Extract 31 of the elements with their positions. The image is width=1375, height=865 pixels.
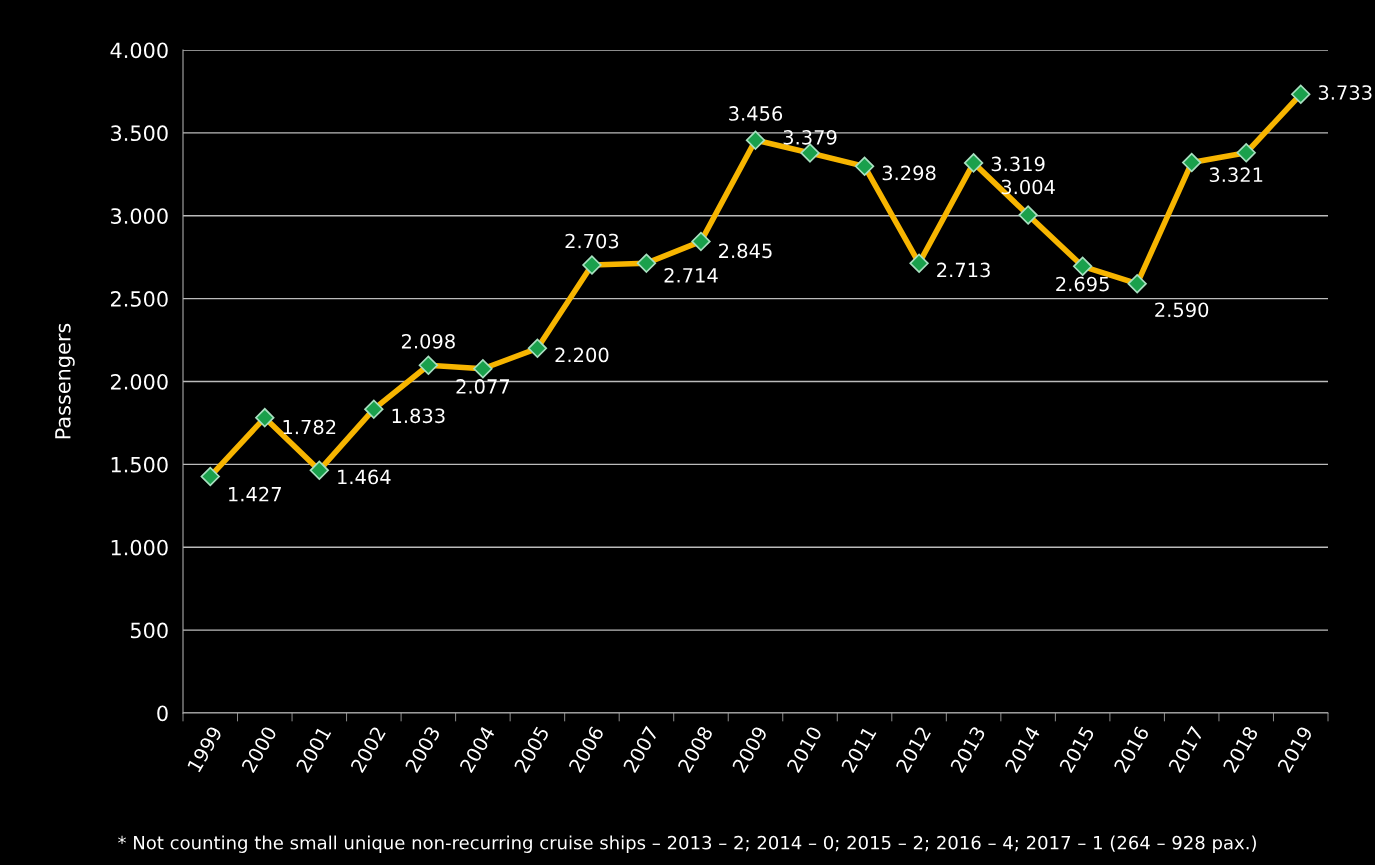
data-label: 2.713 [937,262,990,278]
y-axis-title: Passengers [55,323,75,439]
data-label: 2.590 [1155,302,1209,318]
data-label: 2.077 [456,379,510,394]
data-label: 2.703 [565,233,619,249]
data-label: 1.427 [229,486,281,502]
y-tick-label: 3.000 [111,208,168,224]
data-label: 3.004 [1001,179,1055,195]
y-tick-label: 2.000 [111,373,168,390]
y-tick-label: 0 [157,705,168,722]
y-tick-label: 1.500 [111,456,168,473]
y-tick-label: 500 [130,622,168,639]
data-label: 1.782 [283,419,336,435]
data-label: 3.319 [991,156,1045,172]
data-label: 3.298 [882,165,936,181]
data-label: 2.200 [555,347,609,363]
data-label: 3.321 [1209,167,1263,183]
data-label: 2.695 [1056,276,1109,292]
y-tick-label: 3.500 [111,125,168,142]
data-label: 3.733 [1318,85,1372,100]
data-label: 2.714 [664,267,718,283]
y-tick-label: 2.500 [111,291,168,307]
text: * Not counting the small unique non-recurring cruise ships – 2013 – 2; 2014 – 0; 2015 – 2; 2016 – 4; 2017 – 1 (264 – 928 pax.) [118,835,1256,853]
data-label: 1.833 [392,408,445,424]
data-label: 3.456 [729,106,783,121]
data-label: 2.098 [401,333,455,349]
y-tick-label: 4.000 [110,42,168,59]
data-label: 1.464 [338,469,391,485]
y-tick-label: 1.000 [111,539,168,556]
data-label: 3.379 [783,129,837,145]
data-label: 2.845 [719,243,772,259]
